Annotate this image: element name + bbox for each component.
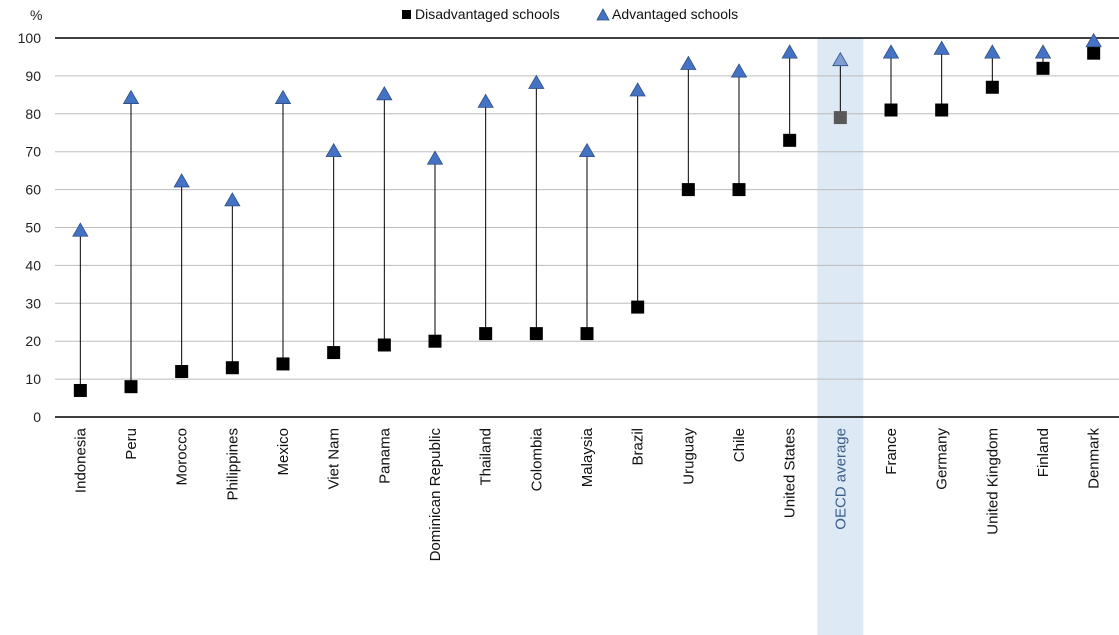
disadvantaged-marker bbox=[884, 103, 898, 117]
advantaged-marker bbox=[274, 89, 292, 104]
advantaged-marker bbox=[477, 93, 494, 108]
y-tick-label: 100 bbox=[18, 30, 42, 46]
advantaged-marker bbox=[325, 142, 342, 158]
advantaged-marker bbox=[173, 173, 190, 188]
y-tick-label: 60 bbox=[25, 182, 41, 198]
x-category-label: Peru bbox=[123, 428, 140, 460]
y-tick-label: 40 bbox=[25, 257, 41, 273]
y-tick-label: 0 bbox=[33, 409, 41, 425]
advantaged-marker bbox=[629, 82, 646, 97]
disadvantaged-marker bbox=[935, 103, 949, 117]
x-category-label: Colombia bbox=[528, 427, 545, 491]
x-category-label: Viet Nam bbox=[326, 428, 343, 489]
x-category-label: OECD average bbox=[832, 428, 849, 530]
x-category-label: United States bbox=[782, 428, 799, 518]
x-category-label: Germany bbox=[934, 428, 951, 490]
disadvantaged-marker bbox=[276, 357, 290, 371]
advantaged-marker bbox=[578, 142, 596, 158]
legend-triangle-marker bbox=[596, 8, 610, 21]
advantaged-marker bbox=[426, 150, 444, 165]
y-axis-ticks: 0 10 20 30 40 50 60 70 80 90 100 bbox=[18, 30, 42, 425]
disadvantaged-marker bbox=[580, 327, 594, 341]
advantaged-markers bbox=[72, 32, 1102, 237]
disadvantaged-marker bbox=[529, 327, 543, 341]
x-category-label: Denmark bbox=[1086, 428, 1103, 489]
x-category-label: Philippines bbox=[224, 428, 241, 501]
legend-label-disadvantaged: Disadvantaged schools bbox=[415, 6, 560, 22]
disadvantaged-marker bbox=[732, 183, 746, 197]
x-category-label: Chile bbox=[731, 428, 748, 462]
y-tick-label: 30 bbox=[25, 295, 41, 311]
advantaged-marker bbox=[882, 44, 900, 59]
disadvantaged-marker bbox=[985, 80, 999, 94]
disadvantaged-marker bbox=[833, 111, 847, 125]
advantaged-marker bbox=[832, 51, 849, 67]
advantaged-marker bbox=[224, 192, 241, 207]
disadvantaged-marker bbox=[124, 380, 138, 394]
disadvantaged-marker bbox=[327, 346, 341, 360]
advantaged-marker bbox=[122, 89, 140, 104]
disadvantaged-marker bbox=[479, 327, 493, 341]
x-category-label: Uruguay bbox=[680, 428, 697, 485]
advantaged-marker bbox=[680, 55, 697, 70]
x-category-label: Malaysia bbox=[579, 427, 596, 487]
y-axis-unit-label: % bbox=[30, 7, 42, 23]
y-tick-label: 90 bbox=[25, 68, 41, 84]
x-category-label: Morocco bbox=[174, 428, 191, 486]
disadvantaged-marker bbox=[681, 183, 695, 197]
x-category-label: Mexico bbox=[275, 428, 292, 476]
x-category-label: Dominican Republic bbox=[427, 428, 444, 562]
oecd-highlight-band bbox=[817, 38, 864, 635]
x-axis-category-labels: Indonesia Peru Morocco Philippines Mexico Vie… bbox=[72, 427, 1102, 561]
legend-square-marker bbox=[402, 10, 411, 19]
legend-label-advantaged: Advantaged schools bbox=[612, 6, 738, 22]
x-category-label: Indonesia bbox=[72, 427, 89, 493]
advantaged-marker bbox=[1034, 44, 1052, 59]
x-category-label: Brazil bbox=[630, 428, 647, 466]
y-tick-label: 80 bbox=[25, 106, 41, 122]
advantaged-marker bbox=[933, 40, 950, 55]
advantaged-marker bbox=[781, 44, 798, 59]
disadvantaged-marker bbox=[428, 334, 442, 348]
legend: Disadvantaged schools Advantaged schools bbox=[402, 6, 738, 22]
advantaged-marker bbox=[376, 85, 393, 101]
disadvantaged-marker bbox=[1087, 46, 1101, 60]
x-category-label: Finland bbox=[1035, 428, 1052, 477]
disadvantaged-marker bbox=[175, 365, 189, 379]
disadvantaged-marker bbox=[783, 133, 797, 147]
advantaged-marker bbox=[984, 44, 1001, 59]
x-category-label: France bbox=[883, 428, 900, 475]
disadvantaged-markers bbox=[73, 46, 1101, 397]
x-category-label: Thailand bbox=[478, 428, 495, 486]
y-tick-label: 20 bbox=[25, 333, 41, 349]
y-tick-label: 50 bbox=[25, 220, 41, 236]
x-category-label: Panama bbox=[376, 427, 393, 484]
disadvantaged-marker bbox=[225, 361, 239, 375]
advantaged-marker bbox=[1085, 32, 1102, 48]
advantaged-marker bbox=[72, 222, 89, 237]
y-tick-label: 70 bbox=[25, 144, 41, 160]
y-tick-label: 10 bbox=[25, 371, 41, 387]
disadvantaged-marker bbox=[377, 338, 391, 352]
advantaged-marker bbox=[528, 74, 545, 89]
x-category-label: United Kingdom bbox=[984, 428, 1001, 535]
disadvantaged-marker bbox=[73, 383, 87, 397]
connector-lines bbox=[79, 41, 1095, 391]
disadvantaged-marker bbox=[1036, 61, 1050, 75]
advantaged-marker bbox=[730, 63, 748, 78]
disadvantaged-marker bbox=[631, 300, 645, 314]
